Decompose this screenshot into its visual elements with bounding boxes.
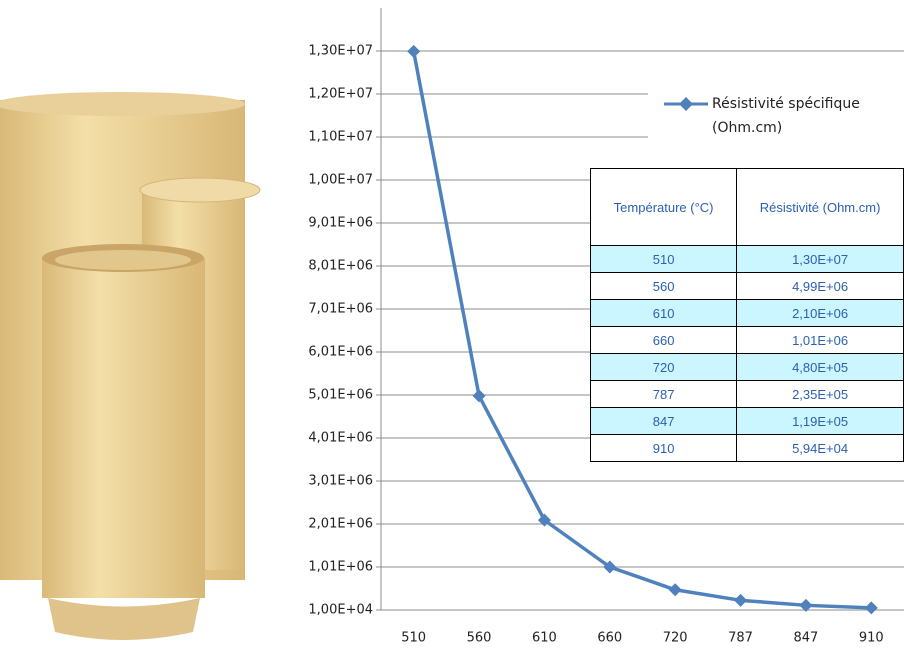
legend-label: Résistivité spécifique (Ohm.cm) xyxy=(712,96,860,136)
data-marker xyxy=(603,560,617,574)
x-tick-label: 560 xyxy=(467,631,492,646)
table-cell: 2,35E+05 xyxy=(736,380,904,408)
table-cell: 5,94E+04 xyxy=(736,434,904,462)
table-row: 720 4,80E+05 xyxy=(589,353,904,381)
series-line xyxy=(411,51,872,610)
table-cell: 1,30E+07 xyxy=(736,245,904,273)
data-table: Température (°C) Résistivité (Ohm.cm) 51… xyxy=(589,168,904,462)
x-tick-label: 847 xyxy=(794,631,819,646)
legend-marker xyxy=(679,97,693,111)
x-tick-label: 610 xyxy=(532,631,557,646)
y-tick-label: 5,01E+06 xyxy=(308,388,373,403)
table-cell: 1,19E+05 xyxy=(736,407,904,435)
x-tick-label: 510 xyxy=(401,631,426,646)
table-cell: 1,01E+06 xyxy=(736,326,904,354)
y-tick-label: 1,01E+06 xyxy=(308,560,373,575)
data-marker xyxy=(668,583,682,597)
x-tick-label: 910 xyxy=(859,631,884,646)
table-row: 910 5,94E+04 xyxy=(589,434,904,462)
y-tick-label: 6,01E+06 xyxy=(308,345,373,360)
legend-box xyxy=(648,60,904,160)
y-tick-label: 9,01E+06 xyxy=(308,216,373,231)
table-cell: 560 xyxy=(589,272,738,300)
table-row: 610 2,10E+06 xyxy=(589,299,904,327)
table-cell: 660 xyxy=(589,326,738,354)
table-row: 510 1,30E+07 xyxy=(589,245,904,273)
table-cell: 847 xyxy=(589,407,738,435)
y-tick-label: 2,01E+06 xyxy=(308,517,373,532)
table-header: Résistivité (Ohm.cm) xyxy=(736,168,904,246)
table-cell: 720 xyxy=(589,353,738,381)
ceramic-tubes-image xyxy=(0,92,261,640)
y-tick-label: 1,00E+04 xyxy=(308,603,373,618)
data-marker xyxy=(799,598,813,612)
table-row: 660 1,01E+06 xyxy=(589,326,904,354)
y-tick-label: 4,01E+06 xyxy=(308,431,373,446)
y-tick-label: 1,00E+07 xyxy=(308,173,373,188)
table-cell: 787 xyxy=(589,380,738,408)
data-marker xyxy=(472,389,486,403)
table-row: 847 1,19E+05 xyxy=(589,407,904,435)
y-tick-label: 7,01E+06 xyxy=(308,302,373,317)
table-header: Température (°C) xyxy=(589,168,738,246)
x-tick-label: 660 xyxy=(597,631,622,646)
y-tick-label: 1,30E+07 xyxy=(308,44,373,59)
table-cell: 2,10E+06 xyxy=(736,299,904,327)
y-tick-label: 3,01E+06 xyxy=(308,474,373,489)
data-marker xyxy=(407,44,421,58)
table-cell: 610 xyxy=(589,299,738,327)
table-cell: 4,80E+05 xyxy=(736,353,904,381)
table-cell: 910 xyxy=(589,434,738,462)
y-tick-label: 1,20E+07 xyxy=(308,87,373,102)
data-marker xyxy=(734,593,748,607)
x-tick-label: 787 xyxy=(728,631,753,646)
table-row: 787 2,35E+05 xyxy=(589,380,904,408)
table-row: 560 4,99E+06 xyxy=(589,272,904,300)
table-cell: 4,99E+06 xyxy=(736,272,904,300)
data-marker xyxy=(537,513,551,527)
data-marker xyxy=(864,601,878,615)
x-tick-label: 720 xyxy=(663,631,688,646)
y-tick-label: 8,01E+06 xyxy=(308,259,373,274)
y-tick-label: 1,10E+07 xyxy=(308,130,373,145)
table-cell: 510 xyxy=(589,245,738,273)
